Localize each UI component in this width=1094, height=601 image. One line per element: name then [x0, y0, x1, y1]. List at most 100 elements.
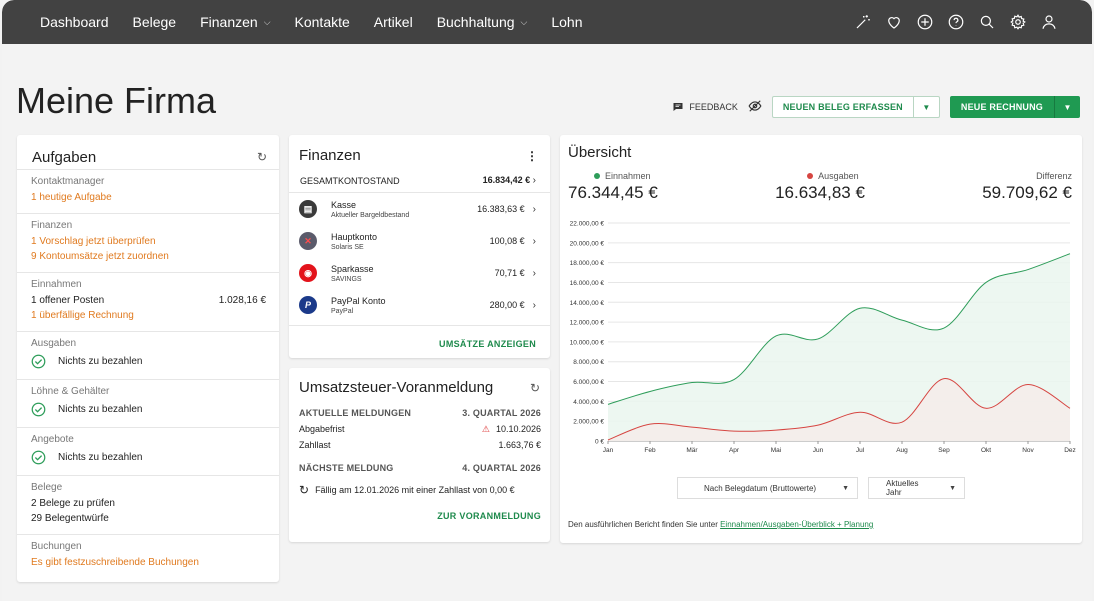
task-text: 2 Belege zu prüfen — [31, 498, 115, 509]
nav-belege[interactable]: Belege — [133, 14, 177, 30]
account-value: 280,00 € — [489, 300, 525, 310]
caret-down-icon: ▼ — [842, 484, 849, 492]
open-items-label: 1 offener Posten — [31, 295, 105, 306]
heart-icon[interactable] — [885, 13, 903, 31]
account-sub: Solaris SE — [331, 243, 364, 251]
new-invoice-button[interactable]: NEUE RECHNUNG — [960, 102, 1043, 112]
chart-filters: Nach Belegdatum (Bruttowerte) ▼ Aktuelles… — [677, 477, 965, 499]
action-bar: FEEDBACK NEUEN BELEG ERFASSEN ▼ NEUE REC… — [672, 96, 1080, 118]
task-link[interactable]: Es gibt festzuschreibende Buchungen — [31, 557, 199, 568]
nav-dashboard[interactable]: Dashboard — [40, 14, 109, 30]
new-receipt-button[interactable]: NEUEN BELEG ERFASSEN — [782, 102, 903, 112]
account-name: Kasse — [331, 199, 357, 210]
more-vertical-icon[interactable]: ⋮ — [526, 148, 538, 163]
y-tick-label: 18.000,00 € — [570, 260, 605, 267]
tasks-bookings: Buchungen Es gibt festzuschreibende Buch… — [17, 534, 279, 578]
total-balance-row[interactable]: GESAMTKONTOSTAND 16.834,42 € › — [289, 167, 550, 193]
eye-off-icon[interactable] — [748, 99, 762, 116]
account-row[interactable]: ◉ Sparkasse SAVINGS 70,71 € › — [289, 257, 550, 289]
tasks-title: Aufgaben — [32, 148, 97, 166]
x-tick-label: Jan — [603, 447, 614, 454]
nav-kontakte[interactable]: Kontakte — [295, 14, 350, 30]
task-link[interactable]: 1 heutige Aufgabe — [31, 192, 112, 203]
open-items-amount: 1.028,16 € — [218, 295, 266, 306]
y-tick-label: 6.000,00 € — [573, 379, 604, 386]
nav-label: Belege — [132, 14, 177, 30]
x-tick-label: Feb — [644, 447, 656, 454]
user-icon[interactable] — [1040, 13, 1058, 31]
x-tick-label: Mär — [686, 447, 698, 454]
chevron-down-icon: ⌵ — [263, 16, 271, 27]
check-circle-icon — [31, 354, 46, 369]
nav-lohn[interactable]: Lohn — [551, 14, 582, 30]
period-select[interactable]: Aktuelles Jahr ▼ — [868, 477, 965, 499]
tasks-income: Einnahmen 1 offener Posten 1.028,16 € 1 ü… — [17, 272, 279, 331]
y-tick-label: 10.000,00 € — [570, 339, 605, 346]
tasks-wages: Löhne & Gehälter Nichts zu bezahlen — [17, 379, 279, 427]
y-tick-label: 12.000,00 € — [570, 320, 605, 327]
status-text: Nichts zu bezahlen — [58, 356, 143, 367]
series-line-einnahmen — [607, 253, 1071, 405]
nav-finanzen[interactable]: Finanzen ⌵ — [200, 14, 270, 30]
check-circle-icon — [31, 450, 46, 465]
caret-down-icon[interactable]: ▼ — [1054, 96, 1080, 118]
total-balance-label: GESAMTKONTOSTAND — [300, 175, 400, 186]
search-icon[interactable] — [978, 13, 996, 31]
show-transactions-link[interactable]: UMSÄTZE ANZEIGEN — [289, 325, 550, 349]
vat-link[interactable]: ZUR VORANMELDUNG — [437, 511, 541, 521]
status-text: Nichts zu bezahlen — [58, 404, 143, 415]
gear-icon[interactable] — [1009, 13, 1027, 31]
x-tick-label: Apr — [729, 447, 740, 454]
nav-buchhaltung[interactable]: Buchhaltung ⌵ — [437, 14, 528, 30]
diff-value: 59.709,62 € — [982, 183, 1072, 202]
caret-down-icon[interactable]: ▼ — [912, 97, 939, 117]
open-items-row[interactable]: 1 offener Posten 1.028,16 € — [31, 295, 266, 306]
account-name: Hauptkonto — [331, 231, 378, 242]
report-link[interactable]: Einnahmen/Ausgaben-Überblick + Planung — [720, 520, 874, 529]
finance-title: Finanzen — [299, 147, 361, 164]
select-value: Aktuelles Jahr — [886, 479, 919, 497]
receipts-draft-row[interactable]: 29 Belegentwürfe — [31, 513, 266, 524]
tasks-finance: Finanzen 1 Vorschlag jetzt überprüfen 9 … — [17, 213, 279, 272]
income-expense-chart: 0 € 2.000,00 € 4.000,00 € 6.000,00 € 8.000,0… — [570, 221, 1076, 455]
plus-circle-icon[interactable] — [916, 13, 934, 31]
next-report-text: Fällig am 12.01.2026 mit einer Zahllast … — [315, 485, 515, 495]
task-link[interactable]: 1 Vorschlag jetzt überprüfen — [31, 236, 156, 247]
current-quarter: 3. QUARTAL 2026 — [462, 408, 541, 418]
check-circle-icon — [31, 402, 46, 417]
magic-wand-icon[interactable] — [854, 13, 872, 31]
total-balance-value: 16.834,42 € — [482, 175, 531, 185]
refresh-icon[interactable]: ↻ — [256, 150, 267, 164]
tasks-receipts: Belege 2 Belege zu prüfen 29 Belegentwür… — [17, 475, 279, 534]
account-row[interactable]: ▤ Kasse Aktueller Bargeldbestand 16.383,6… — [289, 193, 550, 225]
account-row[interactable]: ✕ Hauptkonto Solaris SE 100,08 € › — [289, 225, 550, 257]
chat-icon — [673, 103, 683, 111]
nav-label: Dashboard — [40, 14, 109, 30]
nav-artikel[interactable]: Artikel — [374, 14, 413, 30]
diff-stat: Differenz 59.709,62 € — [982, 171, 1072, 203]
account-row[interactable]: P PayPal Konto PayPal 280,00 € › — [289, 289, 550, 321]
date-mode-select[interactable]: Nach Belegdatum (Bruttowerte) ▼ — [677, 477, 858, 499]
refresh-icon[interactable]: ↻ — [529, 380, 540, 395]
y-tick-label: 16.000,00 € — [570, 280, 605, 287]
x-tick-label: Aug — [896, 447, 908, 454]
new-invoice-button-group: NEUE RECHNUNG ▼ — [949, 96, 1080, 118]
tasks-expenses: Ausgaben Nichts zu bezahlen — [17, 331, 279, 379]
account-value: 70,71 € — [494, 268, 525, 278]
warning-icon: ⚠ — [481, 424, 490, 434]
series-area-ausgaben — [608, 378, 1070, 441]
feedback-button[interactable]: FEEDBACK — [672, 101, 738, 113]
task-link[interactable]: 1 überfällige Rechnung — [31, 310, 134, 321]
next-quarter: 4. QUARTAL 2026 — [462, 463, 541, 473]
caret-down-icon: ▼ — [949, 484, 956, 492]
receipts-check-row[interactable]: 2 Belege zu prüfen — [31, 498, 266, 509]
chevron-right-icon: › — [532, 235, 536, 247]
deadline-row: Abgabefrist ⚠ 10.10.2026 — [289, 424, 550, 435]
task-link[interactable]: 9 Kontoumsätze jetzt zuordnen — [31, 251, 169, 262]
section-label: Löhne & Gehälter — [31, 386, 110, 397]
sparkasse-icon: ◉ — [299, 264, 317, 282]
help-icon[interactable] — [947, 13, 965, 31]
section-label: Angebote — [31, 434, 74, 445]
section-label: Ausgaben — [31, 338, 77, 349]
chevron-right-icon: › — [532, 203, 536, 215]
